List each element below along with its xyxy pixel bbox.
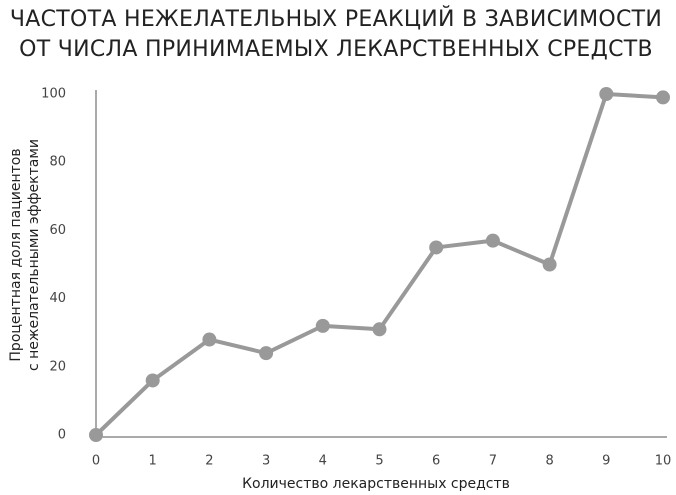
- data-point: [485, 233, 500, 248]
- x-tick-label: 6: [432, 454, 440, 469]
- x-tick-label: 5: [375, 454, 383, 469]
- x-tick-label: 7: [489, 454, 497, 469]
- y-tick-label: 0: [58, 428, 66, 443]
- x-tick-label: 10: [655, 454, 672, 469]
- data-line: [94, 92, 664, 437]
- data-point: [259, 346, 274, 361]
- data-point: [542, 257, 557, 272]
- x-tick-label: 2: [205, 454, 213, 469]
- data-point: [429, 240, 444, 255]
- x-axis-label: Количество лекарственных средств: [242, 476, 510, 492]
- data-point: [145, 373, 160, 388]
- data-point: [89, 428, 103, 442]
- chart-title: ОТ ЧИСЛА ПРИНИМАЕМЫХ ЛЕКАРСТВЕННЫХ СРЕДС…: [19, 37, 653, 62]
- data-point: [202, 332, 217, 347]
- data-point: [656, 90, 670, 105]
- y-tick-label: 60: [49, 223, 66, 238]
- x-tick-label: 8: [545, 454, 553, 469]
- y-tick-label: 20: [49, 359, 66, 374]
- x-tick-label: 3: [262, 454, 270, 469]
- y-tick-label: 80: [49, 155, 66, 170]
- data-point: [372, 322, 387, 337]
- x-tick-label: 9: [602, 454, 610, 469]
- x-tick-label: 0: [92, 454, 100, 469]
- data-point: [315, 318, 330, 333]
- data-point: [599, 87, 614, 101]
- y-axis-label: с нежелательными эффектами: [26, 139, 42, 371]
- y-tick-label: 40: [49, 291, 66, 306]
- chart-title: ЧАСТОТА НЕЖЕЛАТЕЛЬНЫХ РЕАКЦИЙ В ЗАВИСИМО…: [10, 6, 662, 32]
- x-tick-label: 4: [319, 454, 327, 469]
- y-axis-label: Процентная доля пациентов: [8, 148, 24, 361]
- y-tick-label: 100: [41, 87, 66, 102]
- x-tick-label: 1: [149, 454, 157, 469]
